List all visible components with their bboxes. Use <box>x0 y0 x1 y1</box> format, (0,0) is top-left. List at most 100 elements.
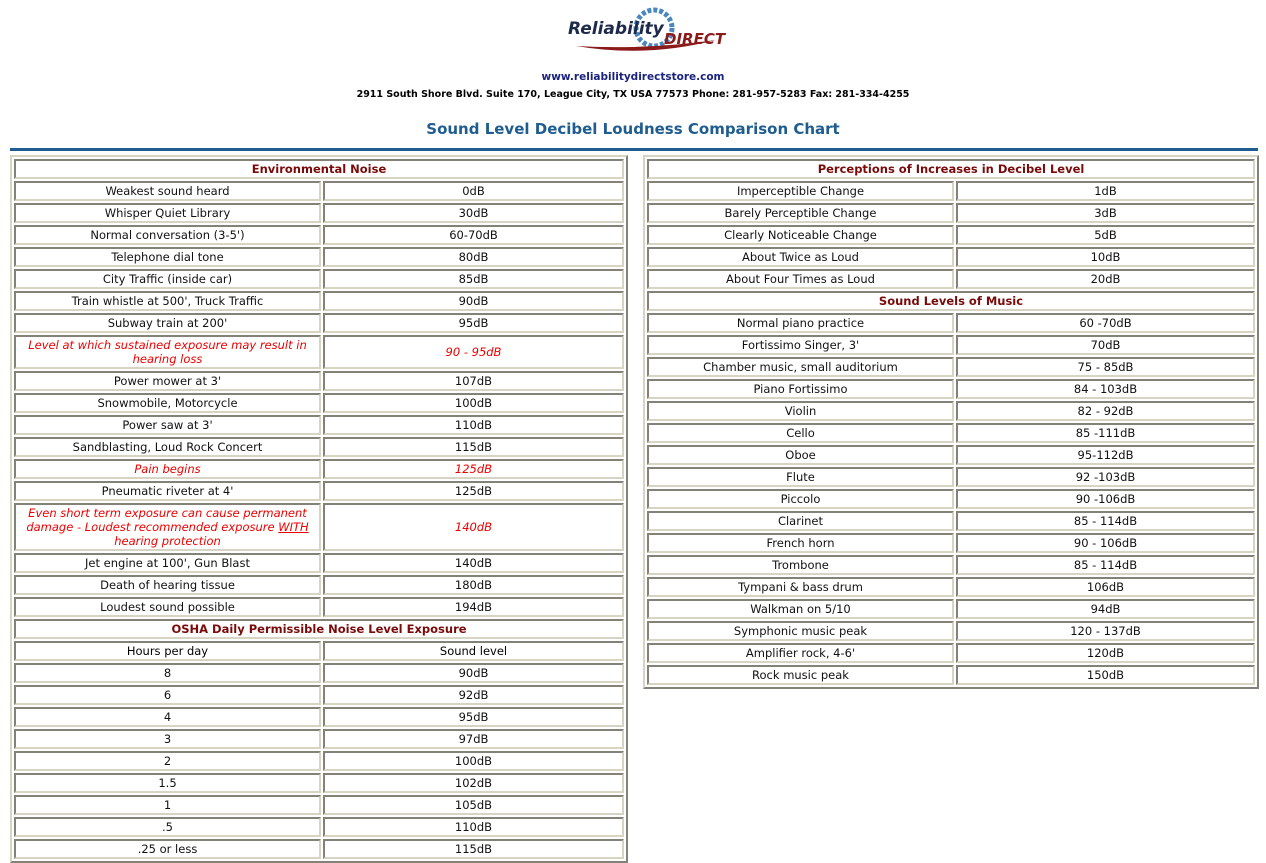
table-row: Even short term exposure can cause perma… <box>14 503 624 551</box>
value-cell: 90 - 106dB <box>956 533 1255 553</box>
value-cell: 95-112dB <box>956 445 1255 465</box>
svg-text:DIRECT: DIRECT <box>664 30 727 48</box>
table-row: 8 90dB <box>14 663 624 683</box>
table-row: Clearly Noticeable Change 5dB <box>647 225 1255 245</box>
table-row: Snowmobile, Motorcycle 100dB <box>14 393 624 413</box>
value-cell: 85dB <box>323 269 624 289</box>
value-cell: 82 - 92dB <box>956 401 1255 421</box>
label-cell: Whisper Quiet Library <box>14 203 321 223</box>
music-header: Sound Levels of Music <box>647 291 1255 311</box>
table-row: Rock music peak 150dB <box>647 665 1255 685</box>
table-row: 4 95dB <box>14 707 624 727</box>
label-cell: Death of hearing tissue <box>14 575 321 595</box>
value-cell: 92 -103dB <box>956 467 1255 487</box>
table-row: 3 97dB <box>14 729 624 749</box>
label-cell: .5 <box>14 817 321 837</box>
value-cell: 102dB <box>323 773 624 793</box>
label-cell: Pain begins <box>14 459 321 479</box>
table-row: 6 92dB <box>14 685 624 705</box>
value-cell: 5dB <box>956 225 1255 245</box>
table-row: Sandblasting, Loud Rock Concert 115dB <box>14 437 624 457</box>
value-cell: 125dB <box>323 459 624 479</box>
value-cell: 75 - 85dB <box>956 357 1255 377</box>
table-row: City Traffic (inside car) 85dB <box>14 269 624 289</box>
table-row: Symphonic music peak 120 - 137dB <box>647 621 1255 641</box>
label-cell: Weakest sound heard <box>14 181 321 201</box>
value-cell: 194dB <box>323 597 624 617</box>
table-row: 1.5 102dB <box>14 773 624 793</box>
table-row: French horn 90 - 106dB <box>647 533 1255 553</box>
table-row: Subway train at 200' 95dB <box>14 313 624 333</box>
table-row: Power mower at 3' 107dB <box>14 371 624 391</box>
address: 2911 South Shore Blvd. Suite 170, League… <box>356 89 910 100</box>
label-cell: Piano Fortissimo <box>647 379 954 399</box>
value-cell: 100dB <box>323 393 624 413</box>
value-cell: 95dB <box>323 313 624 333</box>
value-cell: 90dB <box>323 291 624 311</box>
label-cell: 3 <box>14 729 321 749</box>
label-cell: Snowmobile, Motorcycle <box>14 393 321 413</box>
value-cell: 140dB <box>323 553 624 573</box>
table-row: Flute 92 -103dB <box>647 467 1255 487</box>
table-row: Tympani & bass drum 106dB <box>647 577 1255 597</box>
table-row: 1 105dB <box>14 795 624 815</box>
section-title: Sound Levels of Music <box>647 291 1255 311</box>
label-cell: Rock music peak <box>647 665 954 685</box>
value-cell: 84 - 103dB <box>956 379 1255 399</box>
label-cell: Chamber music, small auditorium <box>647 357 954 377</box>
label-cell: .25 or less <box>14 839 321 859</box>
table-row: Chamber music, small auditorium 75 - 85dB <box>647 357 1255 377</box>
table-row: Cello 85 -111dB <box>647 423 1255 443</box>
label-cell: Subway train at 200' <box>14 313 321 333</box>
table-row: Walkman on 5/10 94dB <box>647 599 1255 619</box>
table-row: Whisper Quiet Library 30dB <box>14 203 624 223</box>
reliability-direct-logo[interactable]: Reliability DIRECT <box>566 6 731 56</box>
table-row: Barely Perceptible Change 3dB <box>647 203 1255 223</box>
label-cell: 2 <box>14 751 321 771</box>
value-cell: 90 -106dB <box>956 489 1255 509</box>
label-cell: Flute <box>647 467 954 487</box>
table-row: Imperceptible Change 1dB <box>647 181 1255 201</box>
table-row: Power saw at 3' 110dB <box>14 415 624 435</box>
value-cell: 1dB <box>956 181 1255 201</box>
value-cell: 80dB <box>323 247 624 267</box>
value-cell: 60 -70dB <box>956 313 1255 333</box>
value-cell: 107dB <box>323 371 624 391</box>
table-row: Amplifier rock, 4-6' 120dB <box>647 643 1255 663</box>
value-cell: 105dB <box>323 795 624 815</box>
label-cell: Violin <box>647 401 954 421</box>
label-cell: Walkman on 5/10 <box>647 599 954 619</box>
value-cell: 10dB <box>956 247 1255 267</box>
value-cell: 85 - 114dB <box>956 511 1255 531</box>
value-cell: 100dB <box>323 751 624 771</box>
table-row: Piccolo 90 -106dB <box>647 489 1255 509</box>
label-cell: Clearly Noticeable Change <box>647 225 954 245</box>
table-row: Fortissimo Singer, 3' 70dB <box>647 335 1255 355</box>
table-row: Level at which sustained exposure may re… <box>14 335 624 369</box>
label-cell: City Traffic (inside car) <box>14 269 321 289</box>
value-cell: 60-70dB <box>323 225 624 245</box>
label-cell: Normal conversation (3-5') <box>14 225 321 245</box>
value-cell: 90 - 95dB <box>323 335 624 369</box>
label-cell: Power saw at 3' <box>14 415 321 435</box>
perceptions-header: Perceptions of Increases in Decibel Leve… <box>647 159 1255 179</box>
label-cell: Trombone <box>647 555 954 575</box>
label-cell: 1.5 <box>14 773 321 793</box>
label-cell: Hours per day <box>14 641 321 661</box>
table-row: Oboe 95-112dB <box>647 445 1255 465</box>
label-cell: Oboe <box>647 445 954 465</box>
divider <box>10 148 1258 151</box>
label-cell: Jet engine at 100', Gun Blast <box>14 553 321 573</box>
website-link[interactable]: www.reliabilitydirectstore.com <box>541 71 725 83</box>
value-cell: 95dB <box>323 707 624 727</box>
table-row: About Twice as Loud 10dB <box>647 247 1255 267</box>
table-row: Trombone 85 - 114dB <box>647 555 1255 575</box>
value-cell: 140dB <box>323 503 624 551</box>
section-title: Environmental Noise <box>14 159 624 179</box>
label-cell: Sandblasting, Loud Rock Concert <box>14 437 321 457</box>
value-cell: 20dB <box>956 269 1255 289</box>
table-row: Normal piano practice 60 -70dB <box>647 313 1255 333</box>
label-cell: Cello <box>647 423 954 443</box>
value-cell: 110dB <box>323 817 624 837</box>
value-cell: 92dB <box>323 685 624 705</box>
